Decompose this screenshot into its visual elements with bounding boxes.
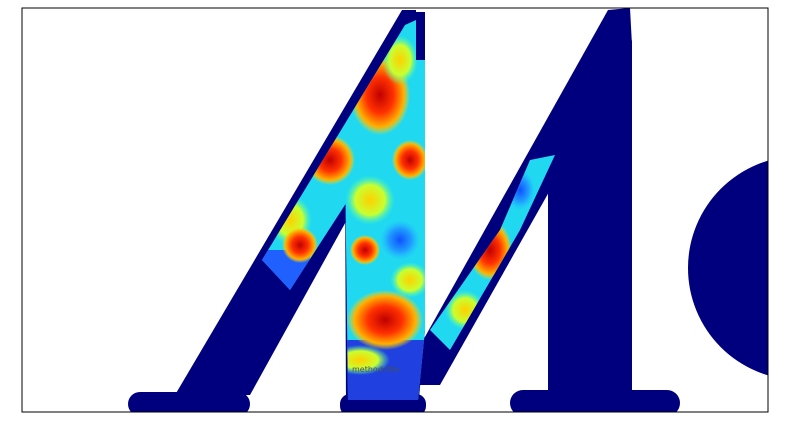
letters: methodsfile xyxy=(128,8,768,412)
heatmap xyxy=(262,20,555,400)
overlay-text: methodsfile xyxy=(352,365,399,374)
frame xyxy=(21,7,769,413)
